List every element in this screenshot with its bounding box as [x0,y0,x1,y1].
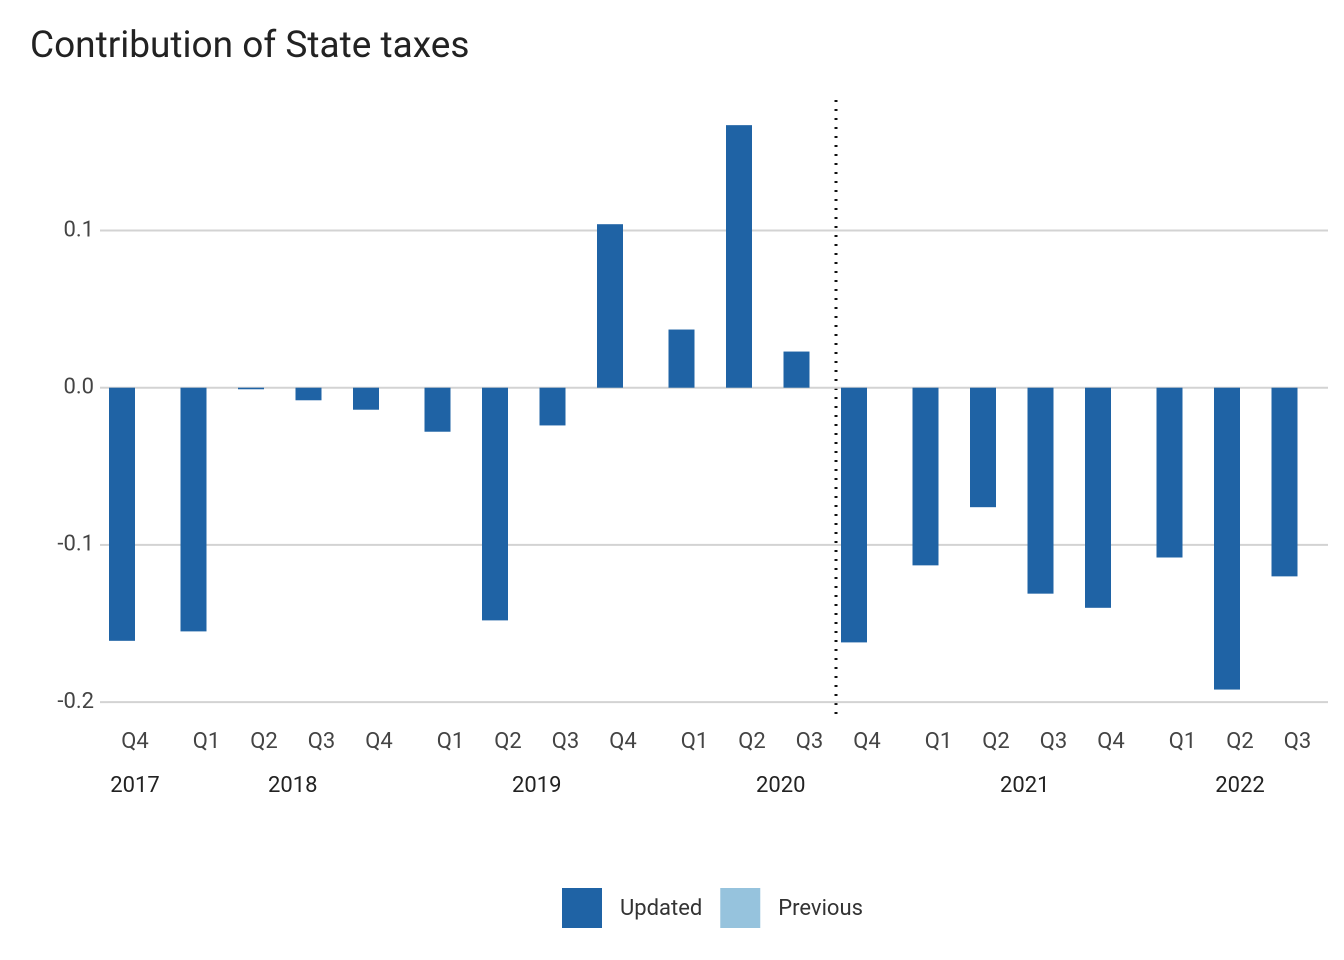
bar [109,387,135,641]
bar [783,351,810,388]
x-tick-label: Q3 [308,729,336,754]
x-tick-label: Q4 [121,729,149,754]
x-tick-label: Q1 [681,729,709,754]
bar [238,387,264,390]
y-tick-label: 0.0 [63,375,94,400]
x-group-label: 2022 [1215,773,1264,798]
bar [726,125,752,388]
bar [353,387,379,410]
x-tick-label: Q4 [853,729,881,754]
x-tick-label: Q4 [1097,729,1125,754]
bar [295,387,322,401]
legend-label: Previous [778,896,863,921]
bar [668,329,695,388]
bar [1156,387,1183,558]
y-tick-label: -0.2 [57,689,94,714]
x-tick-label: Q1 [437,729,465,754]
bar [841,387,867,643]
bar [597,224,623,388]
bar [482,387,508,621]
y-tick-label: 0.1 [63,217,94,242]
bar [1271,387,1298,577]
x-tick-label: Q2 [982,729,1010,754]
x-tick-label: Q3 [1284,729,1312,754]
x-group-label: 2021 [1000,773,1049,798]
x-tick-label: Q1 [925,729,953,754]
x-tick-label: Q4 [365,729,393,754]
x-tick-label: Q2 [738,729,766,754]
bar [912,387,939,566]
x-tick-label: Q1 [1169,729,1197,754]
bar [180,387,207,632]
x-group-label: 2017 [110,773,159,798]
x-tick-label: Q4 [609,729,637,754]
legend-swatch [720,888,761,928]
x-tick-label: Q1 [193,729,221,754]
x-tick-label: Q3 [1040,729,1068,754]
bar [424,387,451,432]
bar [1027,387,1054,594]
legend-swatch [562,888,602,928]
bar [539,387,566,426]
x-tick-label: Q2 [494,729,522,754]
y-tick-label: -0.1 [57,532,94,557]
x-tick-label: Q3 [552,729,580,754]
x-tick-label: Q3 [796,729,824,754]
bar [970,387,996,508]
bar [1085,387,1111,608]
x-tick-label: Q2 [1226,729,1254,754]
x-group-label: 2019 [512,773,561,798]
x-tick-label: Q2 [250,729,278,754]
x-group-label: 2018 [268,773,317,798]
chart-title: Contribution of State taxes [30,24,469,67]
legend-label: Updated [620,896,702,921]
x-group-label: 2020 [756,773,805,798]
bar [1214,387,1240,690]
